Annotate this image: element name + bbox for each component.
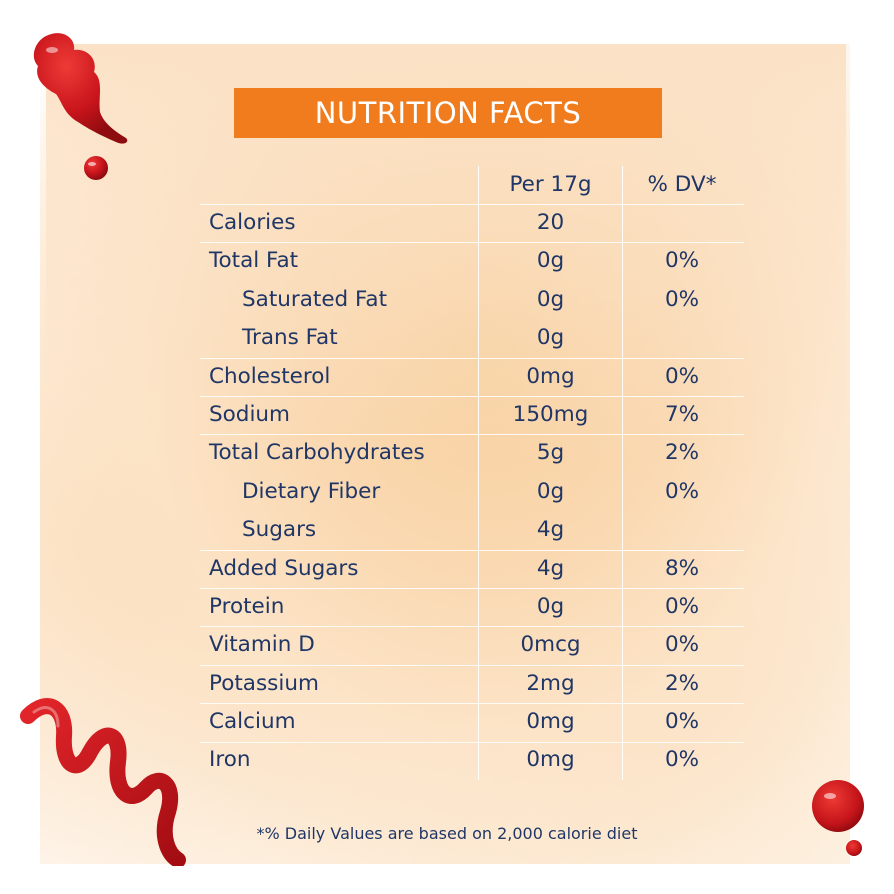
nutrient-dv: 0% [664, 478, 700, 504]
nutrient-name: Cholesterol [209, 363, 331, 389]
nutrient-name: Calcium [209, 709, 296, 735]
ketchup-blob [812, 780, 864, 856]
nutrient-name: Total Carbohydrates [209, 440, 425, 466]
ketchup-splash [33, 33, 128, 180]
table-row-trans-fat: Trans Fat 0g [200, 319, 744, 357]
nutrient-amount: 0mg [526, 747, 575, 773]
row-rule [200, 242, 744, 244]
table-row-iron: Iron 0mg 0% [200, 741, 744, 779]
nutrient-dv [622, 319, 742, 357]
nutrient-amount: 0mg [526, 363, 575, 389]
nutrient-name: Dietary Fiber [242, 478, 381, 504]
nutrient-name: Iron [209, 747, 251, 773]
nutrient-amount: 150mg [512, 401, 589, 427]
nutrient-name: Trans Fat [242, 325, 338, 351]
table-row-sodium: Sodium 150mg 7% [200, 396, 744, 434]
nutrient-dv: 0% [664, 747, 700, 773]
nutrient-dv: 2% [664, 440, 700, 466]
row-rule [200, 396, 744, 397]
row-rule [200, 588, 744, 589]
row-rule [200, 204, 744, 205]
nutrient-dv: 0% [664, 286, 700, 312]
nutrient-name: Sodium [209, 401, 290, 427]
column-divider [478, 166, 479, 780]
column-divider [622, 166, 623, 780]
nutrient-amount: 0g [536, 478, 565, 504]
nutrient-dv: 0% [664, 248, 700, 274]
table-row-cholesterol: Cholesterol 0mg 0% [200, 358, 744, 396]
nutrient-amount: 4g [536, 555, 565, 581]
row-rule [200, 357, 744, 359]
row-rule [200, 549, 744, 551]
table-row-calories: Calories 20 [200, 204, 744, 242]
nutrient-amount: 5g [536, 440, 565, 466]
row-rule [200, 626, 744, 628]
nutrient-name: Calories [209, 210, 296, 235]
nutrient-dv: 0% [664, 632, 700, 658]
daily-value-footnote: *% Daily Values are based on 2,000 calor… [256, 824, 638, 843]
row-rule [200, 703, 744, 705]
nutrient-dv: 7% [664, 401, 700, 427]
nutrient-name: Potassium [209, 670, 319, 696]
nutrient-dv: 8% [664, 555, 700, 581]
table-row-vitamin-d: Vitamin D 0mcg 0% [200, 626, 744, 664]
nutrient-name: Protein [209, 593, 285, 619]
table-row-potassium: Potassium 2mg 2% [200, 665, 744, 703]
nutrient-name: Added Sugars [209, 555, 359, 581]
nutrient-name: Saturated Fat [242, 286, 388, 312]
row-rule [200, 741, 744, 743]
nutrition-facts-title: NUTRITION FACTS [234, 88, 662, 138]
nutrient-amount: 0g [536, 248, 565, 274]
nutrient-dv [622, 511, 742, 549]
table-row-total-fat: Total Fat 0g 0% [200, 242, 744, 280]
nutrient-dv: 2% [664, 670, 700, 696]
nutrient-amount: 0g [536, 593, 565, 619]
nutrient-dv: 0% [664, 709, 700, 735]
header-daily-value: % DV* [647, 172, 717, 197]
table-row-saturated-fat: Saturated Fat 0g 0% [200, 281, 744, 319]
ketchup-squiggle [20, 698, 186, 866]
nutrition-table: Per 17g % DV* Calories 20 Total Fat 0g 0… [200, 166, 744, 780]
table-header-row: Per 17g % DV* [200, 166, 744, 204]
table-row-dietary-fiber: Dietary Fiber 0g 0% [200, 473, 744, 511]
table-row-total-carbohydrates: Total Carbohydrates 5g 2% [200, 434, 744, 472]
nutrient-amount: 0g [536, 286, 565, 312]
nutrient-name: Total Fat [209, 248, 299, 274]
row-rule [200, 664, 744, 666]
nutrient-amount: 0g [536, 325, 565, 351]
nutrient-name: Sugars [242, 517, 317, 543]
nutrient-amount: 0mcg [520, 632, 581, 658]
nutrient-dv: 0% [664, 593, 700, 619]
nutrient-amount: 20 [536, 210, 565, 235]
nutrient-amount: 2mg [526, 670, 575, 696]
table-row-calcium: Calcium 0mg 0% [200, 703, 744, 741]
table-row-added-sugars: Added Sugars 4g 8% [200, 550, 744, 588]
nutrient-dv: 0% [664, 363, 700, 389]
table-row-sugars: Sugars 4g [200, 511, 744, 549]
nutrient-name: Vitamin D [209, 632, 315, 658]
nutrient-amount: 0mg [526, 709, 575, 735]
nutrient-amount: 4g [536, 517, 565, 543]
nutrient-dv [622, 204, 742, 242]
table-row-protein: Protein 0g 0% [200, 588, 744, 626]
header-per-serving: Per 17g [509, 172, 592, 197]
row-rule [200, 434, 744, 436]
